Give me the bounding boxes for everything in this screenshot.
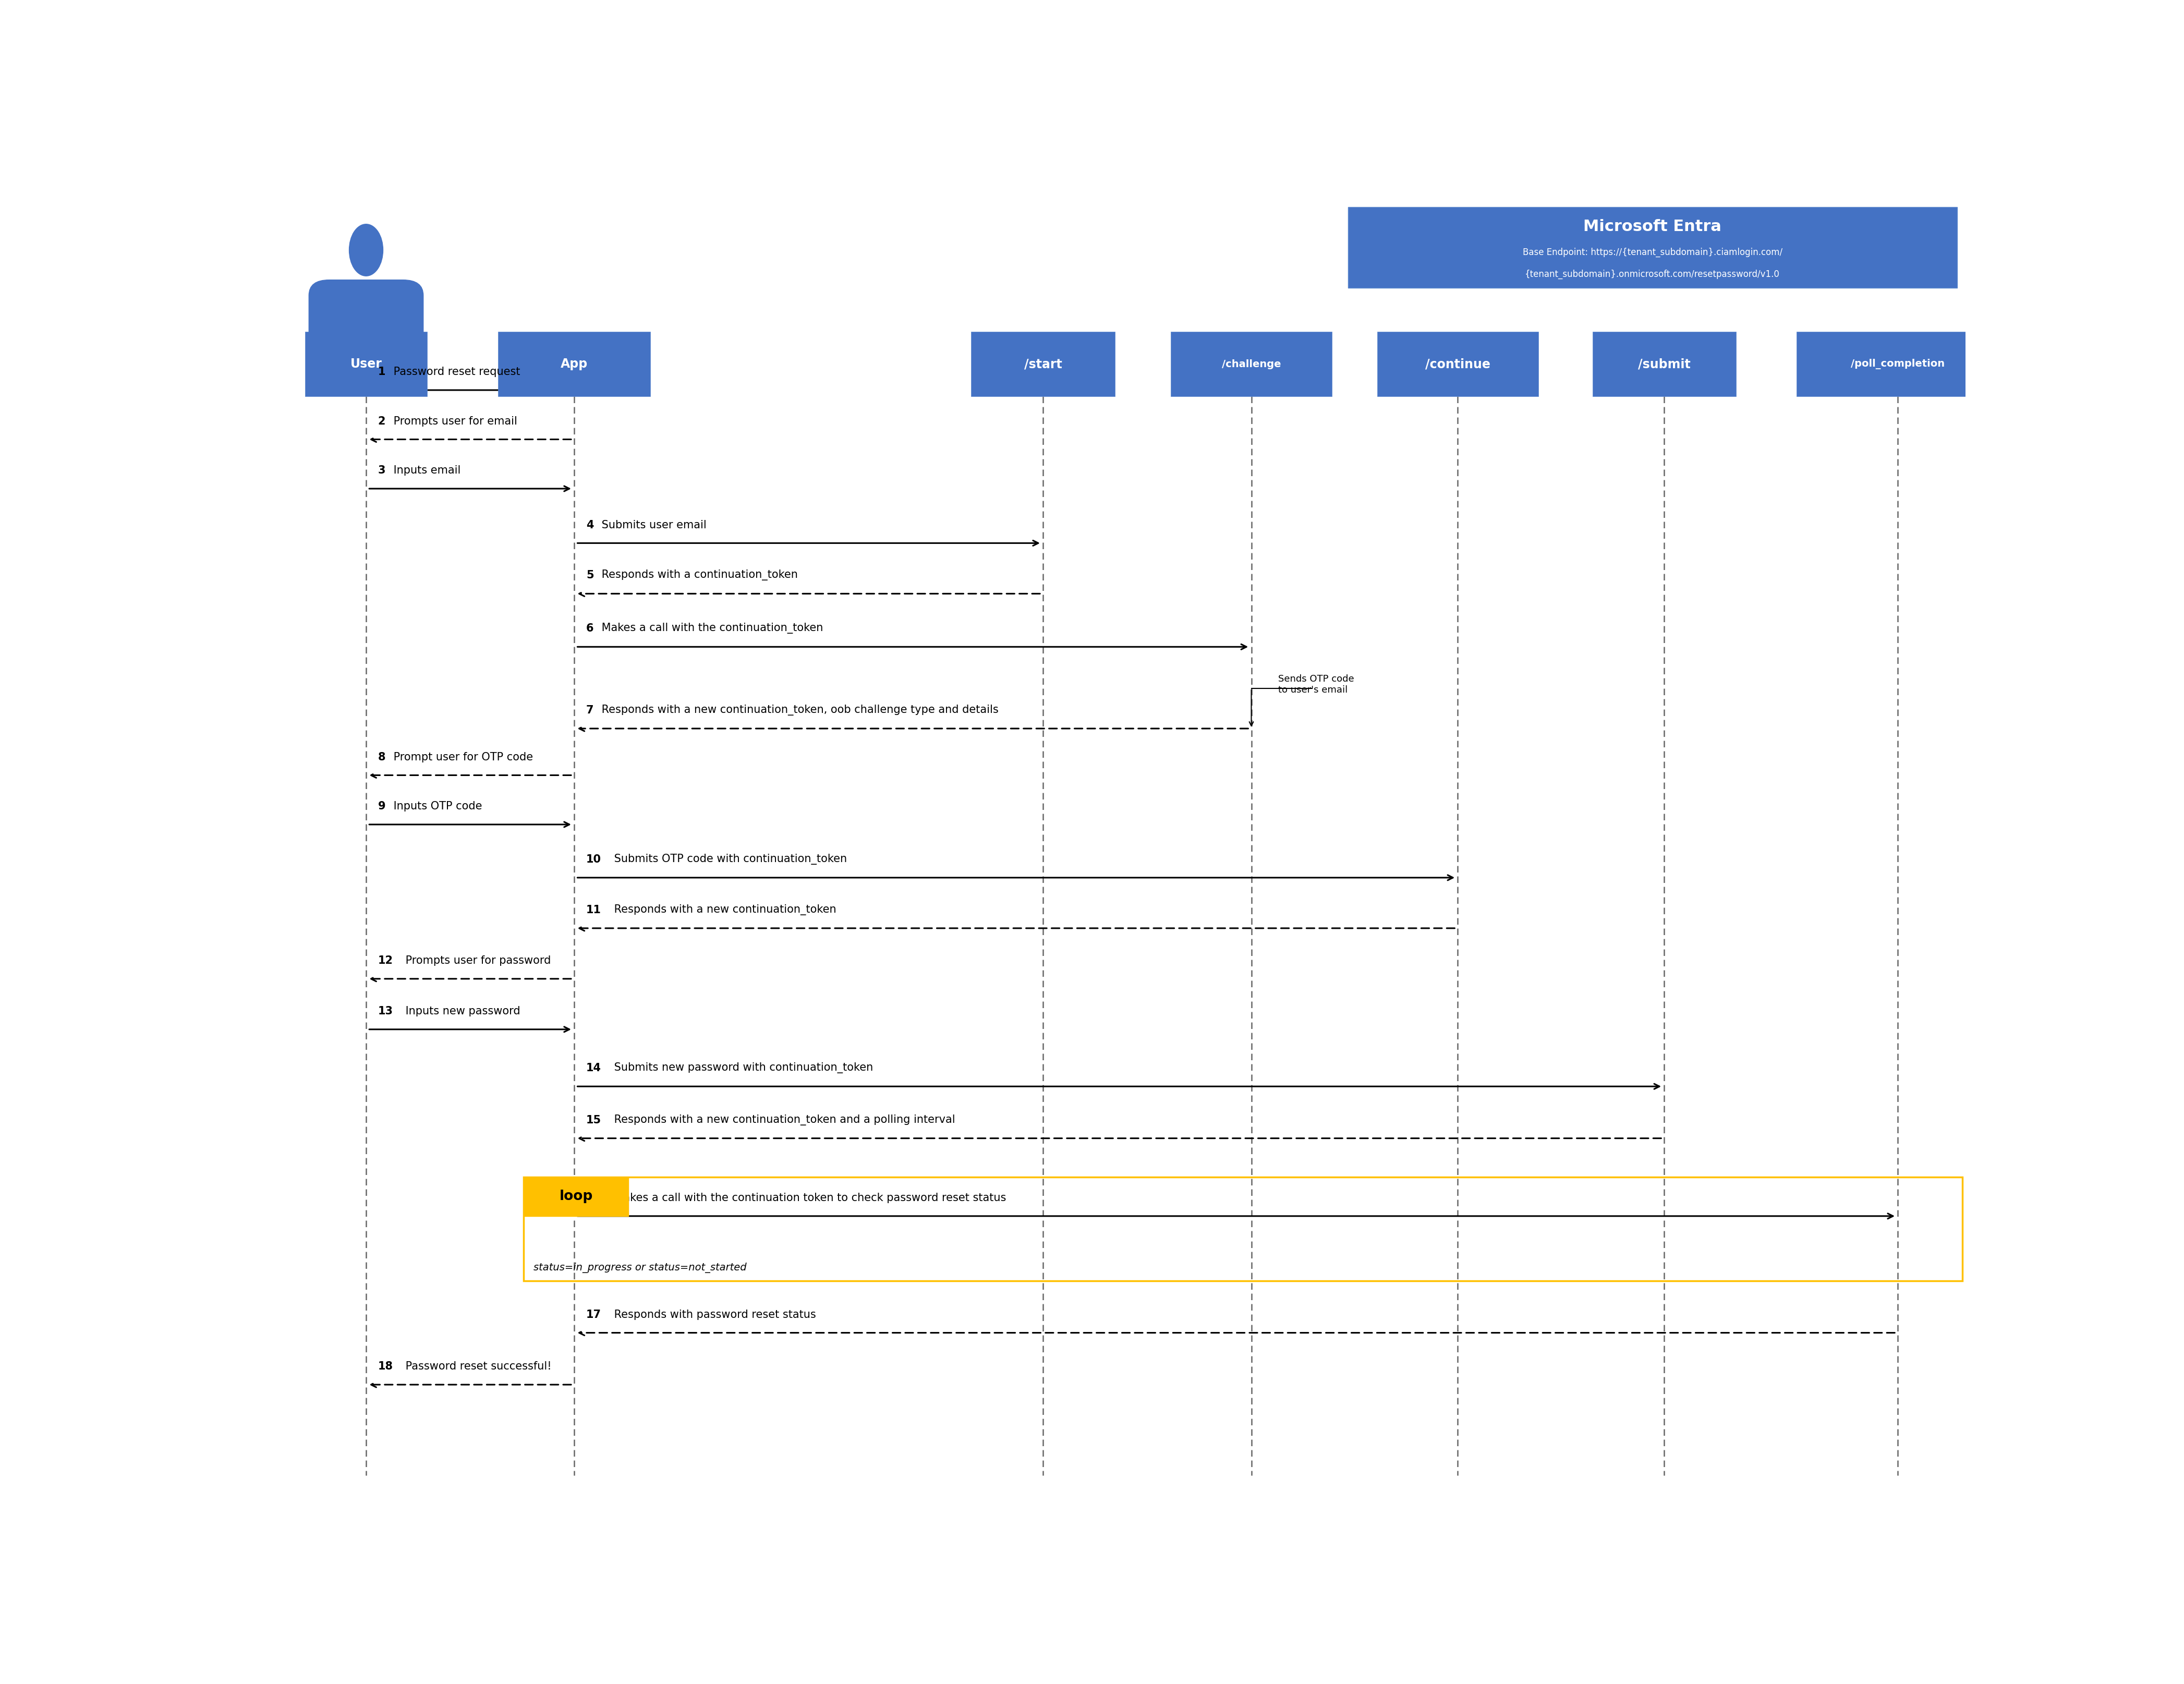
Text: 14: 14 [585, 1063, 601, 1073]
FancyBboxPatch shape [1171, 332, 1332, 397]
Text: User: User [349, 359, 382, 370]
Ellipse shape [349, 224, 382, 276]
FancyBboxPatch shape [308, 280, 424, 350]
FancyBboxPatch shape [1348, 207, 1957, 288]
Text: 16: 16 [585, 1192, 601, 1202]
Text: {tenant_subdomain}.onmicrosoft.com/resetpassword/v1.0: {tenant_subdomain}.onmicrosoft.com/reset… [1524, 269, 1780, 280]
Text: Responds with a new continuation_token and a polling interval: Responds with a new continuation_token a… [612, 1115, 954, 1125]
Text: Responds with a new continuation_token: Responds with a new continuation_token [612, 904, 836, 916]
Text: 13: 13 [378, 1005, 393, 1017]
Text: /poll_completion: /poll_completion [1850, 359, 1946, 369]
FancyBboxPatch shape [498, 332, 651, 397]
Text: Submits OTP code with continuation_token: Submits OTP code with continuation_token [612, 854, 847, 864]
Text: 9: 9 [378, 802, 387, 812]
Text: 7: 7 [585, 706, 594, 716]
Text: App: App [561, 359, 587, 370]
Text: 18: 18 [378, 1361, 393, 1372]
Text: Password reset request: Password reset request [391, 367, 520, 377]
Text: 6: 6 [585, 623, 594, 633]
Text: Prompts user for email: Prompts user for email [391, 416, 518, 426]
Text: 12: 12 [378, 955, 393, 967]
Text: Inputs email: Inputs email [391, 465, 461, 475]
FancyBboxPatch shape [524, 1177, 629, 1216]
Text: 5: 5 [585, 571, 594, 581]
Text: /challenge: /challenge [1221, 359, 1282, 369]
Text: Inputs OTP code: Inputs OTP code [391, 802, 483, 812]
Text: Responds with a continuation_token: Responds with a continuation_token [598, 569, 797, 581]
Text: 4: 4 [585, 520, 594, 530]
Text: Submits user email: Submits user email [598, 520, 708, 530]
Text: 3: 3 [378, 465, 387, 475]
Text: 15: 15 [585, 1115, 601, 1125]
Text: loop: loop [559, 1191, 592, 1204]
Text: Sends OTP code
to user's email: Sends OTP code to user's email [1278, 674, 1354, 694]
Text: status=in_progress or status=not_started: status=in_progress or status=not_started [533, 1263, 747, 1273]
Text: 11: 11 [585, 904, 601, 916]
Text: 17: 17 [585, 1310, 601, 1320]
Text: Makes a call with the continuation_token: Makes a call with the continuation_token [598, 623, 823, 633]
Text: Submits new password with continuation_token: Submits new password with continuation_t… [612, 1063, 874, 1073]
Text: 10: 10 [585, 854, 601, 864]
FancyBboxPatch shape [306, 332, 428, 397]
Text: Inputs new password: Inputs new password [402, 1005, 520, 1017]
Text: Microsoft Entra: Microsoft Entra [1583, 219, 1721, 234]
Text: 2: 2 [378, 416, 387, 426]
Text: /continue: /continue [1426, 359, 1489, 370]
Text: Responds with password reset status: Responds with password reset status [612, 1310, 817, 1320]
Text: /submit: /submit [1638, 359, 1690, 370]
Text: Prompts user for password: Prompts user for password [402, 955, 550, 967]
Text: 1: 1 [378, 367, 387, 377]
FancyBboxPatch shape [1795, 332, 2001, 397]
FancyBboxPatch shape [972, 332, 1116, 397]
Text: Makes a call with the continuation token to check password reset status: Makes a call with the continuation token… [612, 1192, 1007, 1202]
Text: Base Endpoint: https://{tenant_subdomain}.ciamlogin.com/: Base Endpoint: https://{tenant_subdomain… [1522, 248, 1782, 258]
FancyBboxPatch shape [1592, 332, 1736, 397]
FancyBboxPatch shape [1378, 332, 1538, 397]
Text: 8: 8 [378, 751, 387, 763]
Text: /start: /start [1024, 359, 1061, 370]
Text: Prompt user for OTP code: Prompt user for OTP code [391, 751, 533, 763]
Text: Password reset successful!: Password reset successful! [402, 1361, 553, 1372]
Text: Responds with a new continuation_token, oob challenge type and details: Responds with a new continuation_token, … [598, 704, 998, 716]
